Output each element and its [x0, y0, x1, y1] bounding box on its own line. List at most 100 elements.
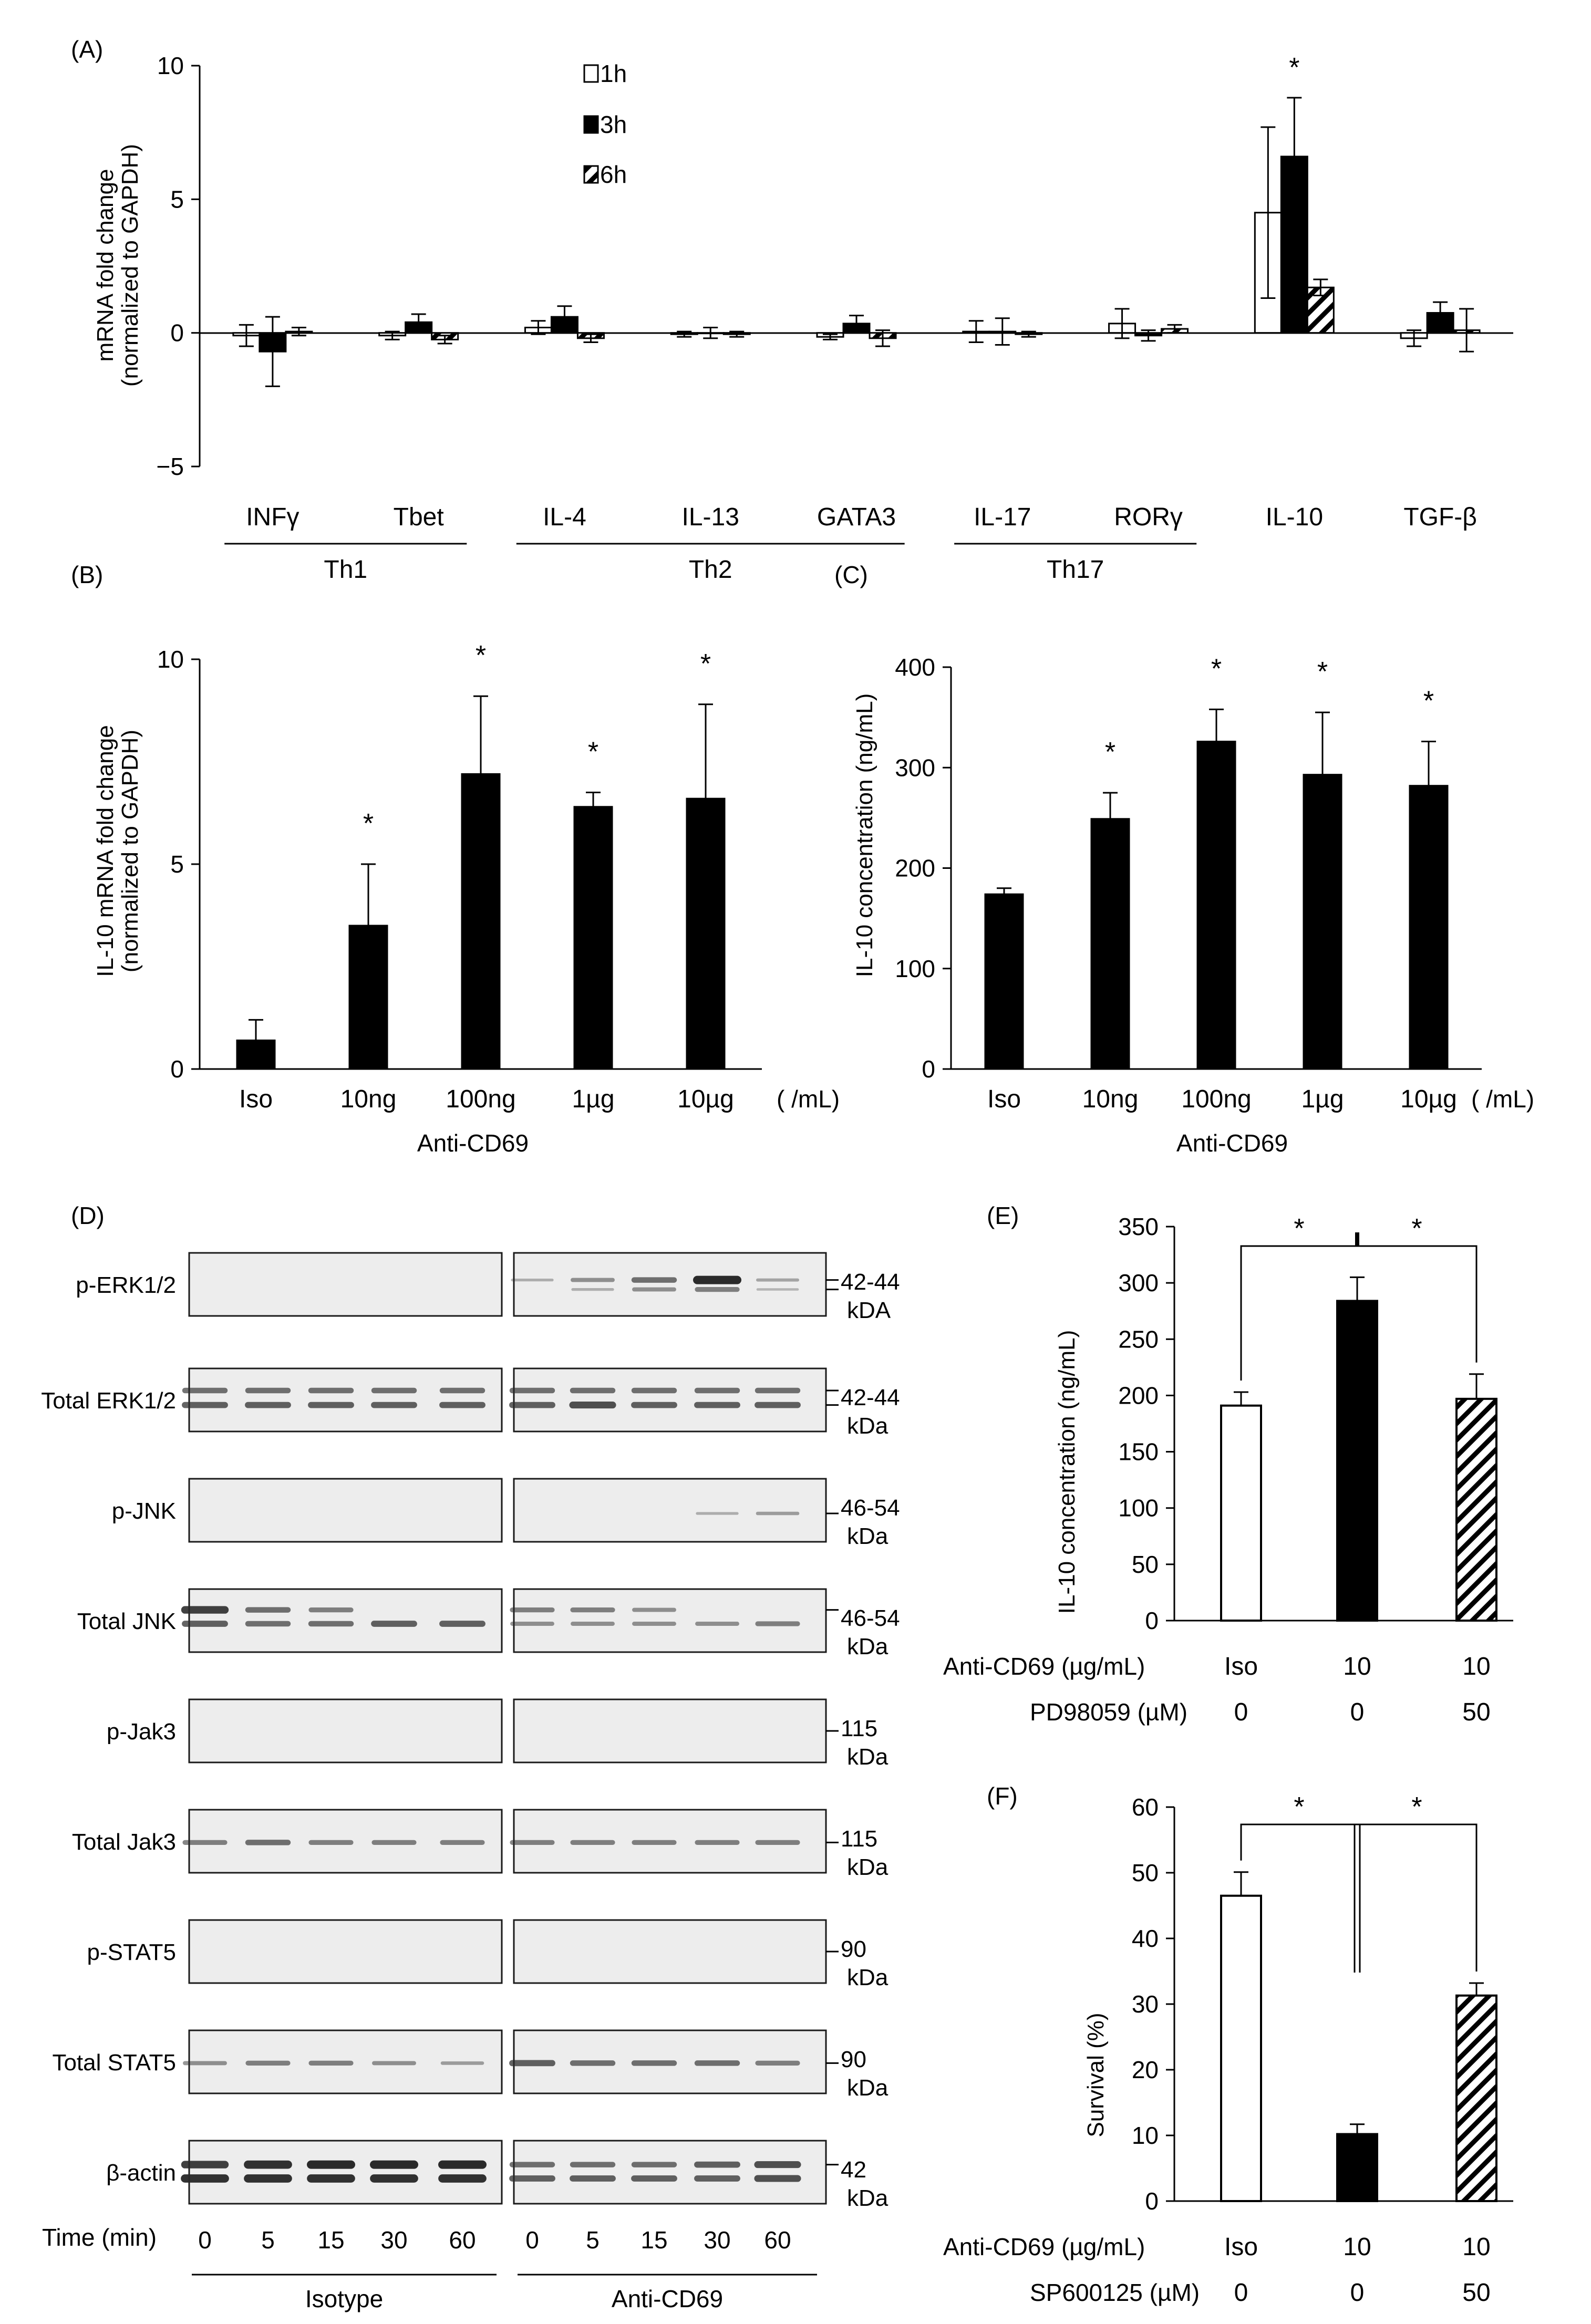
- panel-c-ylabel: IL-10 concentration (ng/mL): [852, 693, 877, 978]
- mw-unit: kDa: [847, 1744, 889, 1770]
- blot-row-label: β-actin: [106, 2160, 176, 2186]
- panel-d-label: (D): [71, 1202, 105, 1229]
- blot-panel-anti-cd69: [513, 2140, 827, 2205]
- blot-panel-anti-cd69: [513, 1252, 827, 1317]
- mw-label: 115: [841, 1826, 877, 1852]
- a-ytick-label: 10: [157, 52, 184, 79]
- panel-b-xlabel: Anti-CD69: [417, 1129, 529, 1157]
- mw-label: 46-54: [841, 1605, 900, 1631]
- a-category-label: IL-4: [543, 503, 586, 531]
- blot-row: p-Jak3 115 kDa: [107, 1698, 889, 1770]
- mw-label: 90: [841, 1936, 866, 1962]
- blot-row-label: p-ERK1/2: [76, 1272, 176, 1298]
- ytick-label: 0: [170, 1055, 184, 1083]
- category-label: 10µg: [1400, 1085, 1457, 1113]
- mw-unit: kDa: [847, 2075, 889, 2101]
- legend-swatch-6h: [583, 165, 599, 184]
- blot-panel-anti-cd69: [513, 1919, 827, 1984]
- blot-panel-anti-cd69: [513, 1588, 827, 1653]
- blot-panel-isotype: [188, 1252, 503, 1317]
- blot-panel-isotype: [188, 1588, 503, 1653]
- time-point-label: 0: [198, 2226, 212, 2254]
- mw-unit: kDa: [847, 2185, 889, 2211]
- legend-swatch-1h: [583, 64, 599, 83]
- ytick-label: 400: [895, 653, 935, 681]
- a-category-label: GATA3: [817, 503, 896, 531]
- bar: [1196, 741, 1236, 1070]
- a-category-label: IL-10: [1266, 503, 1323, 531]
- legend-swatch-3h: [583, 115, 599, 134]
- inhibitor-value: 50: [1462, 1698, 1490, 1726]
- treatment-value: 10: [1462, 1653, 1490, 1680]
- blot-row: p-STAT5 90 kDa: [87, 1919, 889, 1990]
- blot-row-label: p-Jak3: [107, 1719, 176, 1745]
- ytick-label: 200: [895, 855, 935, 882]
- bar: [573, 806, 613, 1070]
- mw-label: 42-44: [841, 1385, 900, 1410]
- a-category-label: TGF-β: [1403, 503, 1477, 531]
- legend-label-6h: 6h: [600, 161, 627, 188]
- category-label: 1µg: [1301, 1085, 1344, 1113]
- blot-row: Total STAT5 90 kDa: [52, 2029, 889, 2101]
- category-label: 100ng: [1181, 1085, 1251, 1113]
- mw-label: 42-44: [841, 1269, 900, 1295]
- ytick-label: 300: [1118, 1269, 1159, 1296]
- category-label: 100ng: [446, 1085, 515, 1113]
- category-label: 10µg: [677, 1085, 734, 1113]
- category-label: Iso: [987, 1085, 1021, 1113]
- significance-star: *: [700, 649, 711, 679]
- mw-unit: kDa: [847, 1965, 889, 1990]
- time-point-label: 60: [764, 2226, 791, 2254]
- inhibitor-value: 0: [1350, 2279, 1365, 2307]
- bar: [1455, 1994, 1497, 2202]
- bar: [1220, 1894, 1262, 2202]
- bar: [1303, 774, 1342, 1070]
- a-ytick-label: 5: [170, 185, 184, 213]
- time-point-label: 15: [640, 2226, 667, 2254]
- panel-e-chart: (E) IL-10 concentration (ng/mL) Anti-CD6…: [943, 1202, 1513, 1726]
- treatment-value: Iso: [1224, 1653, 1258, 1680]
- blot-row: Total ERK1/2 42-44 kDa: [41, 1367, 900, 1439]
- ytick-label: 50: [1132, 1859, 1159, 1886]
- panel-e-row2-label: PD98059 (µM): [1030, 1698, 1187, 1726]
- inhibitor-value: 0: [1350, 1698, 1365, 1726]
- group-label-anti-cd69: Anti-CD69: [612, 2285, 723, 2312]
- mw-label: 90: [841, 2047, 866, 2072]
- panel-b-unit: ( /mL): [777, 1085, 840, 1113]
- mw-unit: kDa: [847, 1413, 889, 1439]
- treatment-value: 10: [1343, 2233, 1371, 2261]
- ytick-label: 60: [1132, 1793, 1159, 1821]
- time-point-label: 60: [449, 2226, 476, 2254]
- bar: [984, 893, 1024, 1070]
- panel-f-row2-label: SP600125 (µM): [1030, 2279, 1200, 2306]
- a-significance-star: *: [1289, 53, 1299, 83]
- blot-panel-isotype: [188, 1478, 503, 1543]
- mw-unit: kDa: [847, 1523, 889, 1549]
- ytick-label: 20: [1132, 2056, 1159, 2083]
- time-label: Time (min): [42, 2224, 157, 2251]
- significance-star: *: [588, 737, 598, 767]
- ytick-label: 0: [922, 1055, 935, 1083]
- ytick-label: 50: [1132, 1551, 1159, 1578]
- panel-a-legend: 1h 3h 6h: [583, 60, 627, 188]
- bar: [686, 797, 726, 1070]
- panel-c-xlabel: Anti-CD69: [1176, 1129, 1288, 1157]
- bracket-split: [1355, 1232, 1359, 1246]
- blot-panel-anti-cd69: [513, 1478, 827, 1543]
- ytick-label: 350: [1118, 1213, 1159, 1240]
- significance-star: *: [1411, 1213, 1422, 1244]
- blot-row-label: Total JNK: [77, 1609, 176, 1634]
- blot-row: p-ERK1/2 42-44 kDA: [76, 1252, 900, 1323]
- a-group-label: Th1: [324, 556, 367, 584]
- panel-f-ylabel: Survival (%): [1083, 2012, 1109, 2137]
- significance-star: *: [1211, 653, 1222, 684]
- category-label: 10ng: [1082, 1085, 1139, 1113]
- bar: [1455, 1397, 1497, 1622]
- legend-label-1h: 1h: [600, 60, 627, 87]
- panel-a-ylabel2: (normalized to GAPDH): [117, 144, 143, 387]
- blot-panel-anti-cd69: [513, 1698, 827, 1763]
- time-point-label: 30: [380, 2226, 407, 2254]
- time-point-label: 0: [525, 2226, 539, 2254]
